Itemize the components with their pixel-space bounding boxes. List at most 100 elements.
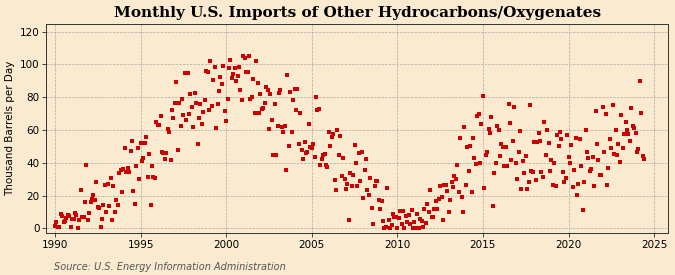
- Point: [90, 198, 101, 203]
- Point: [456, 195, 467, 199]
- Point: [624, 139, 635, 144]
- Point: [450, 177, 461, 181]
- Point: [258, 106, 269, 110]
- Point: [550, 184, 561, 188]
- Point: [194, 116, 205, 120]
- Point: [436, 195, 447, 199]
- Point: [500, 144, 511, 149]
- Point: [421, 221, 431, 225]
- Point: [319, 152, 330, 156]
- Point: [469, 156, 480, 160]
- Point: [281, 167, 292, 172]
- Point: [236, 98, 247, 102]
- Point: [489, 171, 500, 175]
- Point: [599, 149, 610, 154]
- Point: [228, 72, 239, 76]
- Point: [276, 125, 287, 129]
- Point: [516, 186, 526, 191]
- Point: [333, 153, 344, 157]
- Point: [508, 139, 518, 143]
- Point: [80, 200, 90, 204]
- Point: [496, 142, 507, 146]
- Point: [545, 168, 556, 173]
- Point: [151, 120, 161, 124]
- Point: [51, 220, 62, 224]
- Point: [414, 217, 425, 221]
- Point: [94, 206, 105, 210]
- Point: [426, 215, 437, 219]
- Point: [409, 220, 420, 224]
- Point: [215, 75, 226, 80]
- Point: [512, 177, 522, 182]
- Point: [564, 161, 575, 166]
- Point: [514, 129, 525, 133]
- Point: [364, 176, 375, 180]
- Point: [591, 142, 602, 147]
- Point: [492, 124, 503, 128]
- Point: [609, 152, 620, 156]
- Point: [91, 179, 102, 184]
- Point: [477, 94, 488, 98]
- Point: [432, 207, 443, 211]
- Point: [639, 157, 649, 161]
- Point: [180, 70, 190, 75]
- Point: [114, 171, 125, 175]
- Point: [570, 136, 581, 141]
- Point: [142, 175, 153, 179]
- Point: [574, 136, 585, 141]
- Point: [209, 65, 220, 70]
- Point: [305, 145, 316, 149]
- Point: [371, 179, 381, 183]
- Point: [288, 98, 298, 102]
- Point: [101, 210, 112, 214]
- Point: [586, 167, 597, 171]
- Point: [352, 184, 362, 188]
- Point: [171, 79, 182, 84]
- Point: [62, 213, 73, 218]
- Point: [241, 70, 252, 75]
- Point: [57, 214, 68, 218]
- Point: [59, 219, 70, 223]
- Point: [294, 142, 304, 147]
- Point: [435, 184, 446, 189]
- Point: [608, 103, 618, 108]
- Point: [331, 188, 342, 192]
- Point: [148, 175, 159, 180]
- Point: [466, 190, 477, 194]
- Point: [190, 91, 200, 96]
- Point: [167, 108, 178, 112]
- Point: [355, 179, 366, 183]
- Point: [606, 145, 617, 150]
- Point: [122, 166, 133, 170]
- Point: [460, 183, 471, 188]
- Point: [54, 224, 65, 229]
- Point: [555, 130, 566, 134]
- Point: [495, 154, 506, 158]
- Point: [318, 153, 329, 157]
- Point: [404, 213, 414, 218]
- Point: [134, 177, 144, 181]
- Point: [346, 184, 357, 188]
- Point: [95, 225, 106, 229]
- Point: [422, 201, 433, 206]
- Point: [341, 187, 352, 191]
- Point: [242, 69, 253, 74]
- Point: [612, 153, 622, 157]
- Point: [524, 103, 535, 108]
- Point: [519, 171, 530, 175]
- Point: [256, 107, 267, 111]
- Point: [633, 147, 644, 152]
- Point: [368, 222, 379, 226]
- Point: [249, 111, 260, 115]
- Point: [296, 148, 307, 152]
- Point: [354, 151, 364, 155]
- Point: [535, 138, 545, 143]
- Point: [573, 181, 584, 186]
- Point: [497, 145, 508, 149]
- Point: [252, 81, 263, 85]
- Point: [566, 143, 576, 148]
- Point: [623, 131, 634, 136]
- Point: [482, 150, 493, 155]
- Point: [225, 58, 236, 62]
- Point: [405, 222, 416, 226]
